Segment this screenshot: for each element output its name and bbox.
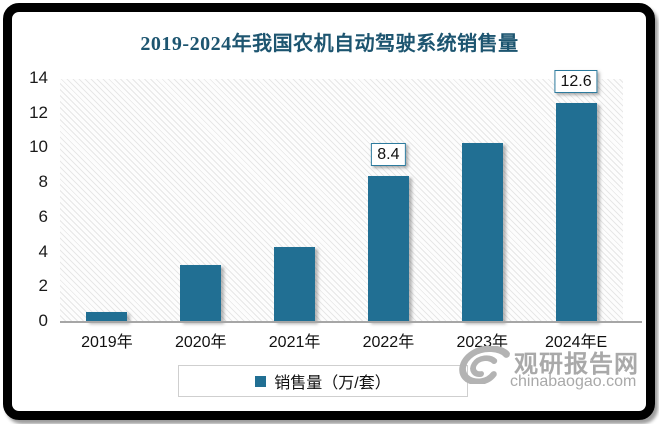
bar-2024年E [555, 103, 597, 322]
x-label-2021年: 2021年 [268, 334, 321, 351]
bar-2023年 [461, 143, 503, 322]
legend-swatch-icon [255, 375, 267, 387]
watermark-domain-text: chinabaogao.com [510, 373, 637, 390]
y-tick-6: 6 [38, 206, 48, 226]
x-label-2024年E: 2024年E [544, 334, 608, 351]
y-tick-8: 8 [38, 172, 48, 192]
legend: 销售量（万/套） [178, 365, 468, 397]
x-axis-line [60, 321, 642, 323]
swirl-logo-icon [455, 345, 511, 389]
bar-2020年 [180, 265, 222, 322]
x-label-2019年: 2019年 [81, 334, 133, 351]
y-tick-0: 0 [38, 311, 48, 330]
bar-2019年 [86, 312, 128, 322]
bar-2022年 [367, 176, 409, 322]
chart-title: 2019-2024年我国农机自动驾驶系统销售量 [140, 33, 519, 55]
y-tick-4: 4 [38, 241, 48, 261]
x-label-2020年: 2020年 [174, 334, 227, 351]
y-tick-14: 14 [29, 68, 48, 87]
y-tick-10: 10 [29, 137, 48, 157]
bar-2021年 [274, 247, 316, 322]
value-label-2022年: 8.4 [371, 143, 406, 166]
watermark-brand-text: 观研报告网 [514, 351, 639, 378]
plot-area: 8.4 12.6 [60, 70, 623, 322]
value-label-2024年E: 12.6 [554, 70, 598, 93]
x-label-2022年: 2022年 [362, 334, 415, 351]
x-axis-category-labels: 2019年 2020年 2021年 2022年 2023年 2024年E [60, 334, 623, 354]
legend-label: 销售量（万/套） [274, 375, 391, 392]
y-tick-2: 2 [38, 276, 48, 296]
watermark: 观研报告网 chinabaogao.com [452, 334, 657, 396]
y-tick-12: 12 [29, 102, 48, 122]
